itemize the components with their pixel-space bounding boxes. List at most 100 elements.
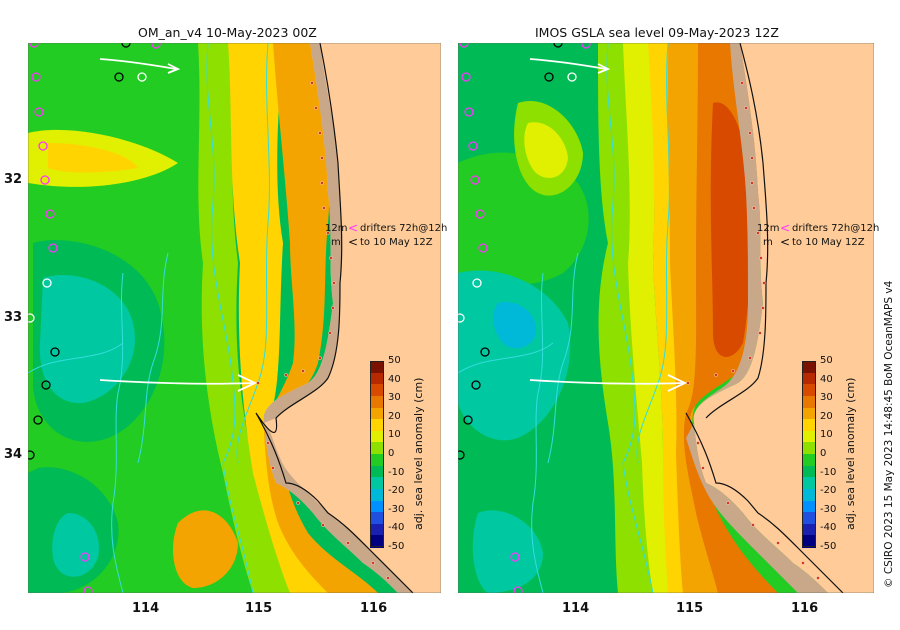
left-black-arrow-icon: < [348,235,359,249]
colorbar-segment [802,500,816,513]
colorbar-tick-label: 50 [820,355,833,366]
right-black-arrow-icon: < [780,235,791,249]
colorbar-tick-label: -20 [388,485,405,497]
colorbar-tick-label: 10 [820,429,833,441]
colorbar-tick-label: 0 [388,448,395,459]
colorbar-segment [370,407,384,420]
colorbar-segment [370,477,384,490]
colorbar-tick-label: 30 [388,392,401,404]
right-colorbar [802,361,816,548]
ssla-band-0 [198,43,293,593]
colorbar-segment [370,454,384,467]
colorbar-segment [370,488,384,501]
left-lon-tick-116: 116 [360,601,388,616]
colorbar-tick-label: 50 [388,355,401,366]
colorbar-tick-label: -50 [388,541,405,552]
colorbar-tick-label: -50 [820,541,837,552]
land-mass [263,43,441,593]
colorbar-segment [370,361,384,374]
left-m-label-a: 12m [325,223,348,234]
drifter-arrow-north [529,58,607,70]
colorbar-segment [802,488,816,501]
drifter-arrow-south [529,379,684,385]
colorbar-segment [370,465,384,478]
colorbar-tick-label: -30 [388,503,405,515]
ssla-band-10 [228,43,338,593]
colorbar-segment [802,361,816,374]
colorbar-tick-label: 40 [820,373,833,385]
colorbar-segment [802,477,816,490]
drifter-arrow-south [99,379,254,385]
colorbar-tick-label: -40 [820,522,837,534]
right-colorbar-label: adj. sea level anomaly (cm) [844,377,857,530]
colorbar-segment [802,512,816,525]
left-map [28,43,441,593]
colorbar-segment [802,430,816,443]
left-lon-tick-115: 115 [245,601,273,616]
right-m-label-b: m [763,237,773,248]
left-drifter-date: to 10 May 12Z [360,237,433,248]
colorbar-segment [370,442,384,455]
right-lon-tick-114: 114 [562,601,590,616]
right-drifter-label: drifters 72h@12h [792,223,880,234]
colorbar-segment [802,384,816,397]
colorbar-segment [802,535,816,548]
right-m-label-a: 12m [757,223,780,234]
colorbar-segment [370,535,384,548]
colorbar-segment [802,523,816,536]
colorbar-segment [802,419,816,432]
coastline [255,43,414,593]
colorbar-tick-label: 0 [820,448,827,459]
colorbar-tick-label: -10 [820,466,837,478]
left-colorbar-label: adj. sea level anomaly (cm) [412,377,425,530]
isobath-contour [206,43,254,593]
colorbar-segment [802,407,816,420]
left-map-title: OM_an_v4 10-May-2023 00Z [138,25,317,40]
colorbar-segment [370,372,384,385]
ssla-eddy-core [39,275,135,404]
colorbar-segment [802,372,816,385]
left-magenta-arrow-icon: < [348,221,359,235]
colorbar-tick-label: 30 [820,392,833,404]
colorbar-segment [370,500,384,513]
drifter-markers [28,43,161,593]
colorbar-segment [370,395,384,408]
colorbar-tick-label: 40 [388,373,401,385]
colorbar-segment [802,442,816,455]
colorbar-tick-label: -30 [820,503,837,515]
colorbar-segment [370,523,384,536]
colorbar-segment [370,512,384,525]
right-lon-tick-116: 116 [791,601,819,616]
left-colorbar [370,361,384,548]
coastline [685,43,844,593]
right-lon-tick-115: 115 [676,601,704,616]
lat-tick-33: 33 [4,310,23,325]
colorbar-tick-label: -20 [820,485,837,497]
colorbar-tick-label: 20 [820,410,833,422]
land-mass [693,43,874,593]
drifter-arrow-north [99,58,177,70]
colorbar-tick-label: 10 [388,429,401,441]
lat-tick-32: 32 [4,172,23,187]
colorbar-segment [802,465,816,478]
colorbar-segment [802,454,816,467]
drifter-markers [458,43,591,593]
left-lon-tick-114: 114 [132,601,160,616]
colorbar-segment [370,384,384,397]
colorbar-tick-label: -40 [388,522,405,534]
ssla-band-20 [264,43,378,593]
lat-tick-34: 34 [4,447,23,462]
colorbar-segment [802,395,816,408]
left-m-label-b: m [331,237,341,248]
colorbar-tick-label: -10 [388,466,405,478]
right-map [458,43,874,593]
right-map-title: IMOS GSLA sea level 09-May-2023 12Z [535,25,779,40]
colorbar-segment [370,430,384,443]
colorbar-segment [370,419,384,432]
credit-text: © CSIRO 2023 15 May 2023 14:48:45 BoM Oc… [883,280,895,588]
colorbar-tick-label: 20 [388,410,401,422]
isobath-contour [606,43,654,593]
left-drifter-label: drifters 72h@12h [360,223,448,234]
right-drifter-date: to 10 May 12Z [792,237,865,248]
right-magenta-arrow-icon: < [780,221,791,235]
